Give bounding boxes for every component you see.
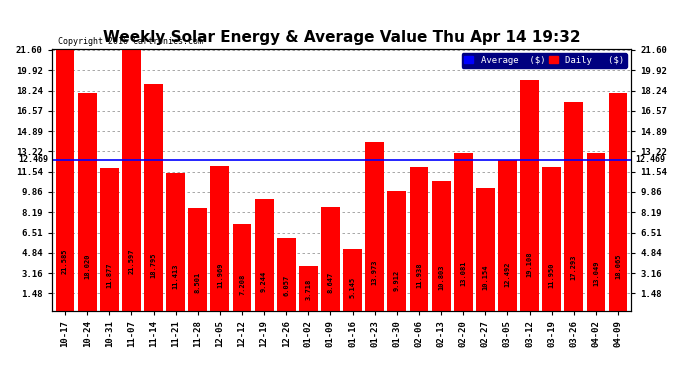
Text: 18.795: 18.795 [150,252,157,278]
Bar [144,84,163,311]
Text: 6.057: 6.057 [283,275,289,296]
Text: 12.469: 12.469 [635,155,664,164]
Text: 9.912: 9.912 [394,270,400,291]
Bar [388,191,406,311]
Bar [432,181,451,311]
Bar [564,102,583,311]
Text: 13.049: 13.049 [593,261,599,286]
Legend: Average  ($), Daily   ($): Average ($), Daily ($) [462,53,627,68]
Bar [122,50,141,311]
Text: 10.154: 10.154 [482,265,489,291]
Text: 18.065: 18.065 [615,254,621,279]
Bar [498,160,517,311]
Bar [410,167,428,311]
Text: 8.501: 8.501 [195,272,201,293]
Bar [476,188,495,311]
Text: 11.877: 11.877 [106,262,112,288]
Bar [277,238,295,311]
Bar [343,249,362,311]
Text: 19.108: 19.108 [526,252,533,278]
Bar [454,153,473,311]
Text: 11.938: 11.938 [416,262,422,288]
Text: 3.718: 3.718 [306,279,311,300]
Text: 12.492: 12.492 [504,262,511,287]
Text: 11.969: 11.969 [217,262,223,288]
Text: 13.081: 13.081 [460,261,466,286]
Title: Weekly Solar Energy & Average Value Thu Apr 14 19:32: Weekly Solar Energy & Average Value Thu … [103,30,580,45]
Bar [56,50,75,311]
Text: 17.293: 17.293 [571,255,577,280]
Text: 10.803: 10.803 [438,264,444,290]
Text: 21.597: 21.597 [128,248,135,274]
Bar [321,207,340,311]
Text: 21.585: 21.585 [62,248,68,274]
Text: 13.973: 13.973 [372,260,377,285]
Text: 7.208: 7.208 [239,273,245,295]
Text: 18.020: 18.020 [84,254,90,279]
Bar [520,80,539,311]
Text: Copyright 2016 Cartronics.com: Copyright 2016 Cartronics.com [57,37,203,46]
Bar [100,168,119,311]
Text: 8.647: 8.647 [328,272,333,292]
Bar [210,166,229,311]
Bar [586,153,605,311]
Text: 11.413: 11.413 [172,263,179,289]
Bar [78,93,97,311]
Bar [299,266,318,311]
Bar [365,142,384,311]
Text: 9.244: 9.244 [261,270,267,292]
Bar [233,224,251,311]
Bar [166,173,185,311]
Bar [188,209,207,311]
Text: 12.469: 12.469 [19,155,48,164]
Text: 5.145: 5.145 [350,276,355,298]
Bar [255,200,273,311]
Bar [542,167,561,311]
Bar [609,93,627,311]
Text: 11.950: 11.950 [549,262,555,288]
